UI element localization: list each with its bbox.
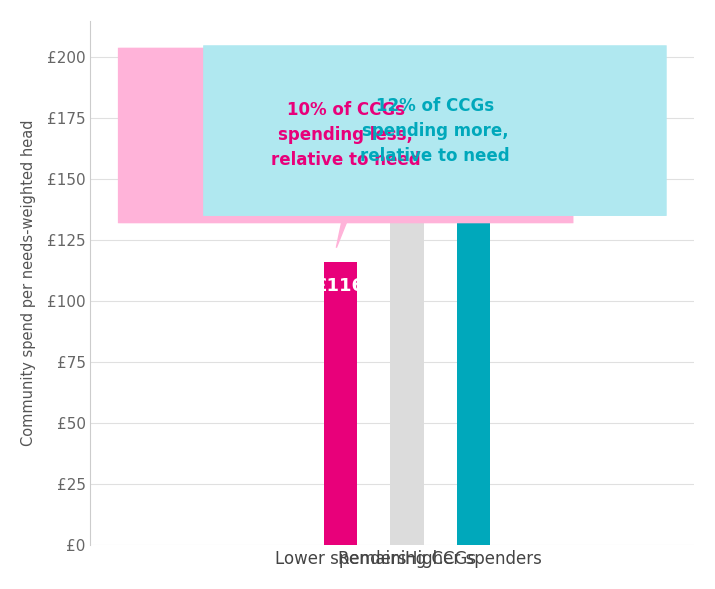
Text: £116: £116 (315, 277, 365, 295)
Text: 10% of CCGs
spending less,
relative to need: 10% of CCGs spending less, relative to n… (271, 101, 420, 170)
Text: 12% of CCGs
spending more,
relative to need: 12% of CCGs spending more, relative to n… (360, 97, 510, 164)
Y-axis label: Community spend per needs-weighted head: Community spend per needs-weighted head (21, 120, 36, 446)
FancyBboxPatch shape (118, 48, 573, 223)
Bar (390, 194, 423, 545)
FancyBboxPatch shape (203, 45, 666, 216)
Polygon shape (467, 55, 468, 111)
Text: £144: £144 (382, 209, 432, 227)
Bar (457, 55, 490, 545)
Bar (324, 262, 357, 545)
Text: £201: £201 (448, 70, 498, 88)
Polygon shape (336, 216, 349, 248)
